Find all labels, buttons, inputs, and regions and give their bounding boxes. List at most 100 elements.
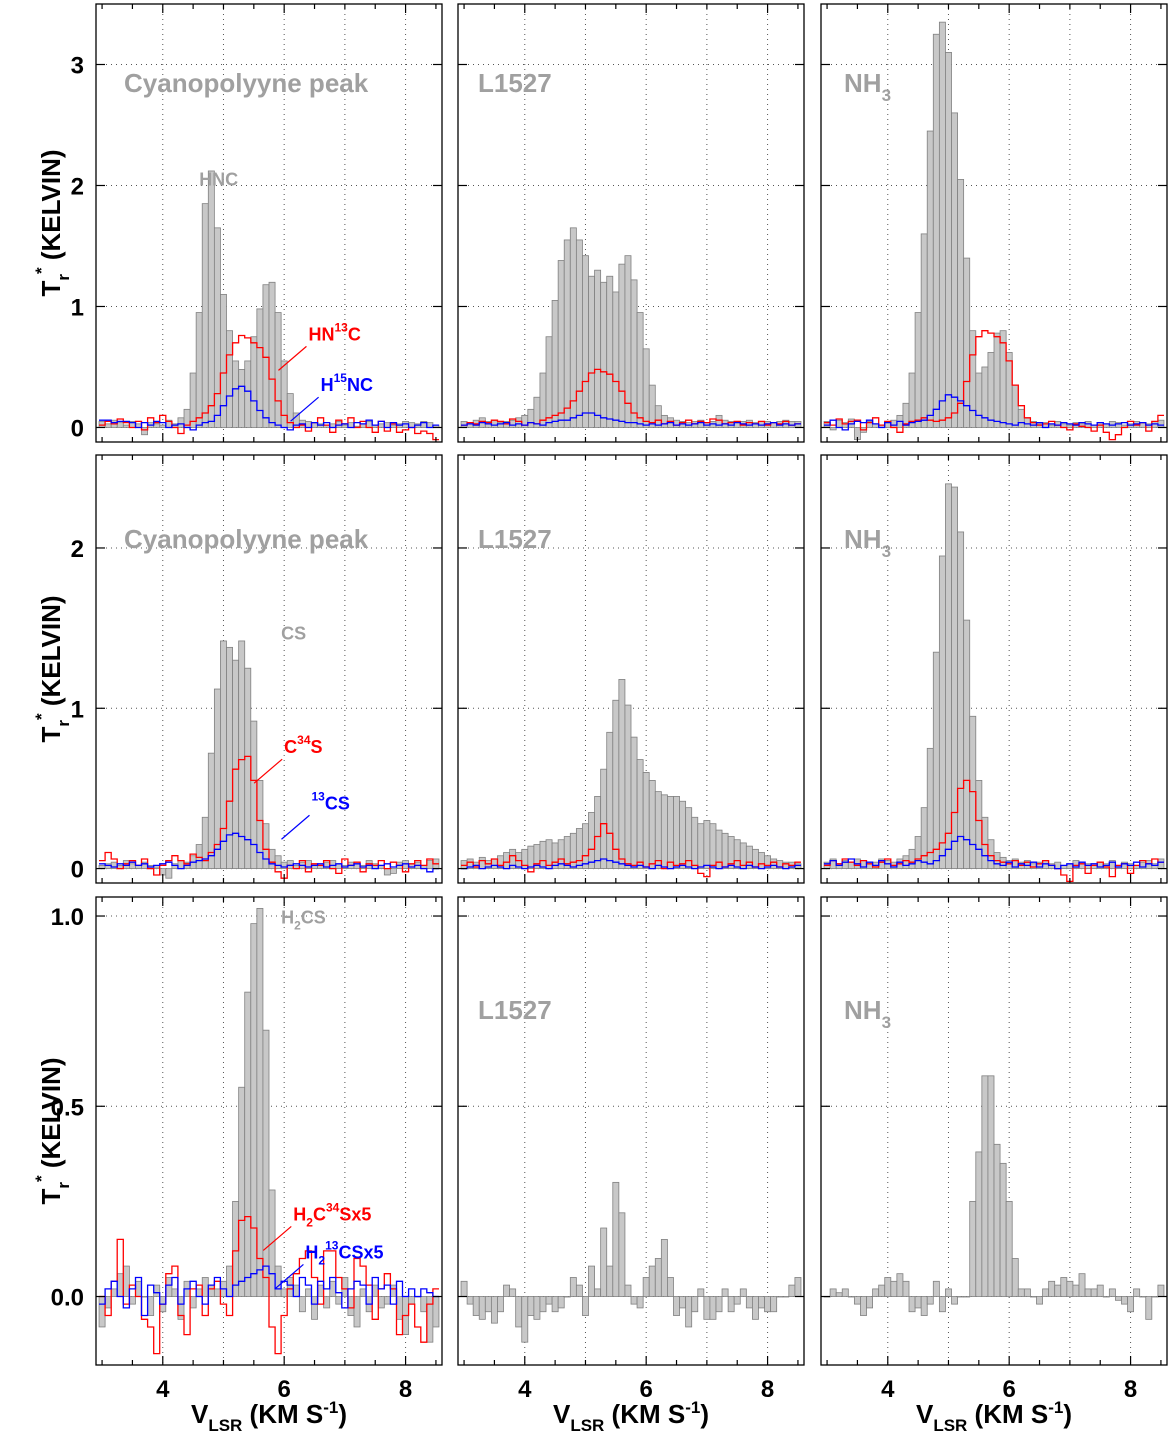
panel-row3-col3: 4 6 8 VLSR (KM S-1) NH3: [820, 896, 1168, 1435]
bar-CS: [636, 759, 644, 869]
bar-HNC: [969, 330, 977, 428]
series-line-13CS: [824, 835, 1164, 870]
panel-frame: [820, 3, 1168, 443]
bar-CS: [460, 860, 468, 869]
bar-CS: [1102, 863, 1110, 869]
bar-H2CS: [1005, 1200, 1013, 1297]
panel-frame: [95, 454, 443, 884]
x-tick-label: 4: [518, 1376, 532, 1403]
bar-H2CS: [902, 1280, 910, 1297]
bar-H2CS: [1017, 1288, 1025, 1297]
bar-HNC: [884, 422, 892, 428]
line-label-part: NC: [347, 375, 373, 395]
x-axis-title: VLSR (KM S-1): [916, 1398, 1072, 1435]
bar-H2CS: [872, 1288, 880, 1297]
series-line-H213CSx5: [99, 1265, 439, 1317]
bar-HNC: [377, 423, 385, 428]
bar-CS: [232, 659, 240, 869]
bar-CS: [408, 863, 416, 869]
bar-H2CS: [764, 1296, 772, 1313]
line-label-part: 13: [325, 1238, 339, 1252]
series-line-HN13C: [824, 330, 1164, 441]
bar-H2CS: [648, 1265, 656, 1297]
panel-title-sub: 3: [882, 542, 891, 561]
bar-HNC: [926, 130, 934, 428]
bar-H2CS: [1090, 1288, 1098, 1297]
bar-H2CS: [353, 1296, 361, 1328]
line-label-part: 34: [326, 1200, 340, 1214]
bar-H2CS: [292, 1284, 300, 1297]
y-axis-title-sub: r: [54, 274, 73, 281]
bar-H2CS: [679, 1296, 687, 1309]
bar-CS: [171, 863, 179, 869]
bar-HNC: [654, 405, 662, 428]
bar-HNC: [630, 279, 638, 428]
x-axis-title-sub: LSR: [208, 1416, 242, 1435]
bar-H2CS: [981, 1075, 989, 1297]
bar-HNC: [957, 179, 965, 428]
bar-CS: [1084, 863, 1092, 869]
bar-H2CS: [841, 1288, 849, 1297]
x-axis-title-units-sup: -1: [685, 1398, 700, 1417]
bar-H2CS: [908, 1296, 916, 1313]
bar-CS: [1145, 860, 1153, 869]
bar-H2CS: [932, 1280, 940, 1297]
x-axis-title: VLSR (KM S-1): [191, 1398, 347, 1435]
bar-HNC: [673, 419, 680, 428]
bar-HNC: [829, 427, 837, 431]
bar-H2CS: [612, 1181, 620, 1297]
bar-CS: [122, 860, 130, 869]
bar-H2CS: [286, 1277, 294, 1297]
bar-H2CS: [835, 1292, 843, 1297]
bar-H2CS: [630, 1296, 638, 1305]
line-label-part: CS: [301, 908, 326, 928]
bar-HNC: [624, 255, 632, 428]
bar-CS: [969, 715, 977, 869]
bar-CS: [238, 640, 246, 869]
bar-CS: [697, 823, 705, 869]
bar-H2CS: [636, 1296, 644, 1309]
bar-HNC: [122, 424, 130, 428]
series-line-C34S: [824, 779, 1164, 883]
bar-H2CS: [551, 1296, 559, 1313]
bar-H2CS: [110, 1288, 118, 1297]
bar-HNC: [153, 423, 161, 428]
bar-H2CS: [135, 1280, 142, 1297]
line-label-part: C: [348, 324, 361, 344]
panel-frame: [820, 454, 1168, 884]
bar-H2CS: [770, 1296, 778, 1313]
bar-H2CS: [739, 1288, 747, 1297]
bar-HNC: [914, 312, 922, 428]
line-label-part: 13: [334, 320, 348, 334]
bar-CS: [390, 868, 397, 874]
bar-H2CS: [1115, 1296, 1122, 1301]
bar-HNC: [232, 360, 240, 428]
bar-CS: [914, 836, 922, 869]
bar-HNC: [563, 239, 571, 428]
bar-HNC: [177, 417, 185, 428]
bar-H2CS: [1078, 1273, 1086, 1297]
bar-H2CS: [776, 1296, 784, 1298]
bar-H2CS: [1048, 1280, 1056, 1297]
line-label: H213CSx5: [305, 1238, 383, 1267]
bar-H2CS: [829, 1288, 837, 1297]
bar-H2CS: [207, 1284, 215, 1297]
bar-CS: [244, 667, 252, 869]
y-tick-label: 1.0: [51, 904, 84, 931]
bar-H2CS: [1096, 1284, 1104, 1297]
bar-HNC: [890, 419, 898, 428]
bar-CS: [527, 845, 535, 869]
bar-HNC: [770, 422, 778, 428]
bar-H2CS: [993, 1143, 1001, 1297]
bar-H2CS: [280, 1288, 288, 1297]
bar-H2CS: [305, 1288, 312, 1297]
y-axis-title: Tr* (KELVIN): [32, 1057, 73, 1204]
bar-HNC: [383, 422, 391, 428]
y-axis-title-sub: r: [54, 720, 73, 727]
bar-HNC: [533, 396, 541, 428]
bar-HNC: [1023, 417, 1031, 428]
bar-H2CS: [794, 1277, 802, 1297]
bar-H2CS: [274, 1265, 282, 1297]
x-axis-title-units-sup: -1: [1048, 1398, 1063, 1417]
